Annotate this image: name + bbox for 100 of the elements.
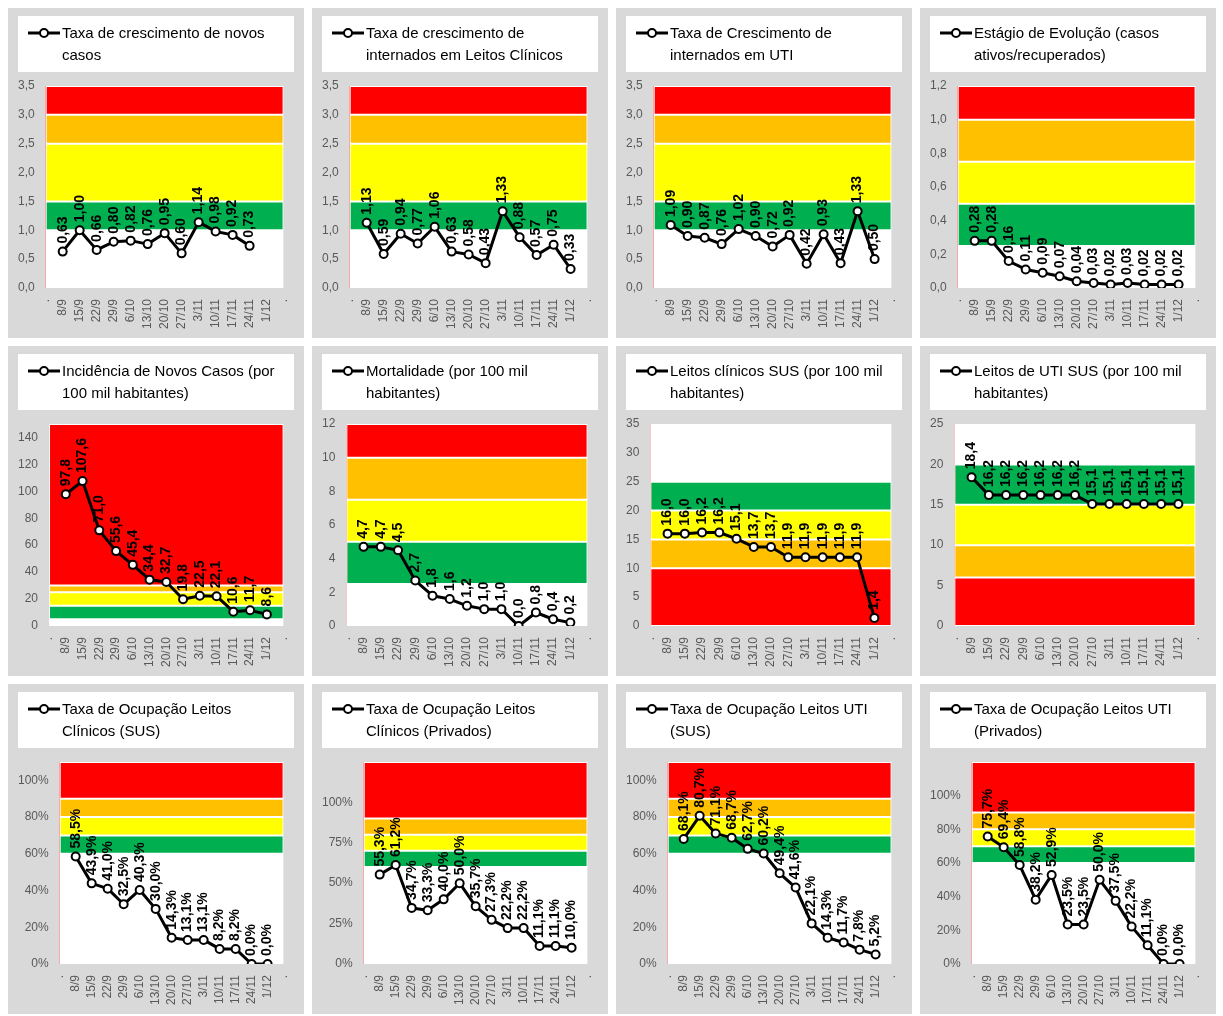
legend-label: Incidência de Novos Casos (por 100 mil habitantes) [62, 361, 276, 403]
x-tick-label: 17/11 [528, 298, 543, 329]
x-tick-label: 1/12 [866, 636, 881, 661]
point [665, 220, 676, 231]
data-label: 11,9 [847, 522, 864, 550]
y-tick-label: 1,0 [321, 222, 339, 237]
x-tick-label: 10/11 [1119, 298, 1134, 329]
y-tick-label: 1,0 [929, 111, 947, 126]
data-label: 15,1 [1169, 468, 1186, 496]
data-label: 0,28 [965, 205, 982, 233]
y-tick-label: 80% [632, 809, 658, 824]
data-label: 13,7 [744, 511, 761, 539]
x-tick-label: 6/10 [125, 636, 140, 661]
data-label: 0,63 [442, 216, 459, 244]
data-label: 0,0% [1170, 923, 1187, 956]
y-tick-label: 120 [17, 456, 39, 471]
data-label: 1,0 [475, 581, 492, 602]
data-label: 5,2% [866, 913, 883, 947]
data-label: 32,7 [157, 546, 174, 574]
y-tick-label: 3,0 [625, 107, 643, 122]
data-label: 16,2 [979, 459, 996, 488]
x-tick-label: 20/10 [459, 636, 474, 667]
data-label: 40,0% [434, 851, 451, 892]
x-tick-label: 29/9 [409, 298, 424, 323]
x-tick-label: 6/10 [1032, 636, 1047, 661]
point [1173, 498, 1184, 509]
point [531, 250, 542, 261]
y-tick-label: 2,0 [321, 164, 339, 179]
x-tick-label: 3/11 [797, 636, 812, 660]
x-tick-label: 29/9 [711, 636, 726, 661]
x-tick-label: 27/10 [780, 636, 795, 667]
data-label: 22,2% [498, 879, 515, 921]
point [662, 528, 673, 539]
x-tick-label: 1/12 [866, 298, 881, 323]
x-tick-label: 22/9 [403, 974, 418, 999]
point [854, 944, 865, 955]
x-tick-label: 29/9 [1015, 636, 1030, 661]
x-tick-label: 24/11 [547, 974, 562, 1005]
y-tick-label: 20 [625, 502, 640, 517]
point [1094, 874, 1105, 885]
data-label: 0,09 [1033, 237, 1050, 265]
point [550, 941, 561, 952]
data-label: 8,6 [257, 586, 274, 607]
point [444, 594, 455, 605]
x-tick-label: 3/11 [1101, 636, 1116, 660]
data-label: 11,1% [546, 898, 563, 939]
x-tick-label: 24/11 [242, 636, 257, 667]
data-label: 16,2 [1048, 459, 1065, 488]
x-tick-label: 17/11 [528, 636, 543, 667]
x-tick-label: 15/9 [995, 974, 1010, 999]
data-label: 1,06 [425, 191, 442, 219]
point [375, 541, 386, 552]
x-tick-label: . [883, 974, 898, 979]
x-tick-label: 22/9 [91, 636, 106, 661]
x-tick-label: . [52, 974, 66, 979]
x-tick-label: 20/10 [1075, 974, 1090, 1005]
data-label: 19,8 [173, 563, 190, 592]
y-tick-label: 0,5 [321, 251, 339, 266]
x-tick-label: . [949, 298, 964, 303]
data-label: 0,04 [1067, 245, 1084, 274]
x-tick-label: 8/9 [358, 298, 373, 316]
x-tick-label: 24/11 [1155, 974, 1170, 1005]
point [750, 231, 761, 242]
x-tick-label: 22/9 [694, 636, 709, 661]
point [102, 883, 113, 894]
data-label: 15,1 [1083, 468, 1100, 496]
y-tick-label: 40% [632, 882, 658, 897]
y-tick-label: 1,5 [17, 193, 35, 208]
data-label: 16,2 [692, 497, 709, 525]
y-tick-label: 6 [328, 517, 336, 532]
data-label: 18,4 [962, 441, 979, 470]
data-label: 0,93 [814, 198, 831, 227]
point [1046, 869, 1057, 880]
x-tick-label: 15/9 [373, 636, 388, 661]
x-tick-label: 10/11 [819, 974, 834, 1005]
x-tick-label: . [41, 636, 56, 641]
data-label: 71,1% [706, 785, 723, 826]
y-tick-label: 100% [625, 772, 658, 787]
data-label: 1,33 [848, 175, 865, 204]
x-tick-label: 17/11 [225, 636, 240, 667]
data-label: 34,4 [140, 544, 157, 572]
y-tick-label: 2,0 [17, 164, 35, 179]
x-tick-label: 1/12 [259, 636, 274, 661]
data-label: 10,0% [562, 899, 579, 940]
data-label: 0,28 [982, 205, 999, 233]
data-label: 7,8% [850, 909, 867, 942]
data-label: 30,0% [146, 860, 163, 901]
point [182, 934, 193, 945]
x-tick-label: . [883, 298, 898, 303]
x-tick-label: 27/10 [179, 974, 194, 1005]
data-label: 13,7 [761, 511, 778, 539]
x-tick-label: 3/11 [1102, 298, 1117, 322]
x-tick-label: 29/9 [1017, 298, 1032, 323]
point [783, 552, 794, 563]
x-tick-label: 13/10 [747, 298, 762, 329]
point [983, 490, 994, 501]
point [1142, 940, 1153, 951]
point [1126, 921, 1137, 932]
x-tick-label: 6/10 [728, 636, 743, 661]
x-tick-label: . [1187, 298, 1202, 303]
